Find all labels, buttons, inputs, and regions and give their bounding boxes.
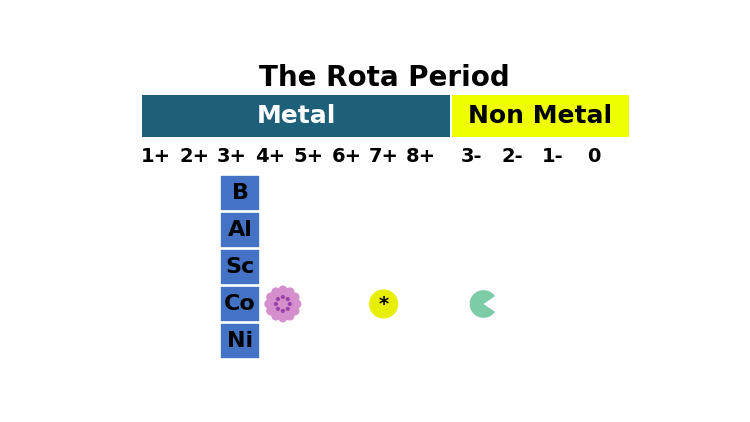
Text: 8+: 8+ xyxy=(406,147,436,166)
Text: 1-: 1- xyxy=(542,147,563,166)
Text: The Rota Period: The Rota Period xyxy=(259,64,510,92)
Text: 2-: 2- xyxy=(502,147,523,166)
Circle shape xyxy=(291,293,298,301)
Text: 2+: 2+ xyxy=(179,147,209,166)
Circle shape xyxy=(286,312,294,320)
Text: Non Metal: Non Metal xyxy=(468,104,612,128)
Circle shape xyxy=(281,309,284,312)
Text: 1+: 1+ xyxy=(141,147,171,166)
Circle shape xyxy=(286,308,290,310)
Circle shape xyxy=(274,303,278,306)
Bar xyxy=(452,95,628,137)
Circle shape xyxy=(277,298,279,300)
Circle shape xyxy=(267,293,274,301)
Circle shape xyxy=(272,288,280,296)
Text: 3-: 3- xyxy=(460,147,482,166)
Text: 3+: 3+ xyxy=(217,147,247,166)
Circle shape xyxy=(265,300,273,308)
Circle shape xyxy=(277,308,279,310)
Text: Sc: Sc xyxy=(226,257,255,277)
Text: B: B xyxy=(232,183,249,203)
Circle shape xyxy=(286,298,290,300)
Bar xyxy=(142,95,450,137)
Circle shape xyxy=(293,300,301,308)
Circle shape xyxy=(291,307,298,315)
Text: *: * xyxy=(379,295,388,314)
Circle shape xyxy=(279,286,286,294)
Bar xyxy=(220,323,260,359)
Circle shape xyxy=(279,314,286,322)
Text: Al: Al xyxy=(228,220,253,240)
Circle shape xyxy=(267,307,274,315)
Text: Metal: Metal xyxy=(256,104,336,128)
Text: Ni: Ni xyxy=(227,331,254,351)
Bar xyxy=(220,212,260,248)
Text: 0: 0 xyxy=(587,147,600,166)
Text: 4+: 4+ xyxy=(256,147,286,166)
Circle shape xyxy=(289,303,291,306)
Bar xyxy=(220,176,260,211)
Text: 6+: 6+ xyxy=(332,147,362,166)
Bar xyxy=(220,249,260,285)
Text: Co: Co xyxy=(224,294,256,314)
Circle shape xyxy=(269,290,297,318)
Text: 7+: 7+ xyxy=(368,147,398,166)
Circle shape xyxy=(281,296,284,298)
Circle shape xyxy=(286,288,294,296)
Circle shape xyxy=(272,312,280,320)
Text: 5+: 5+ xyxy=(293,147,323,166)
Wedge shape xyxy=(470,290,495,318)
Bar xyxy=(220,286,260,322)
Circle shape xyxy=(370,290,398,318)
